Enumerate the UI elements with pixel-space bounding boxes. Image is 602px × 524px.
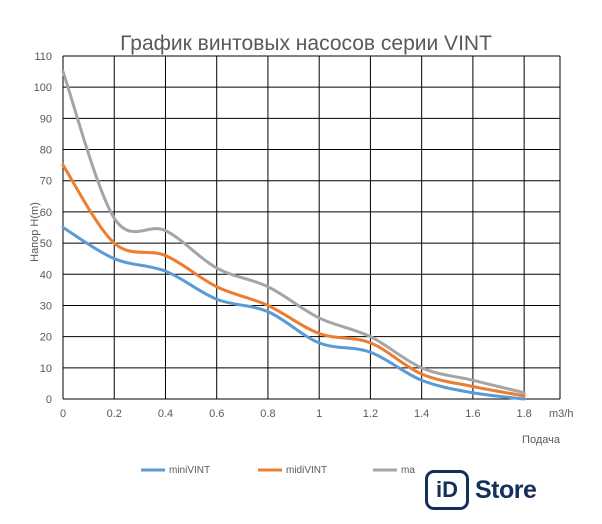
y-tick-label: 100: [34, 82, 52, 94]
x-tick-label: 0.6: [209, 408, 224, 420]
y-tick-label: 70: [40, 176, 52, 188]
y-tick-label: 80: [40, 145, 52, 157]
y-tick-label: 10: [40, 363, 52, 375]
x-tick-label: 1.6: [465, 408, 480, 420]
series-line-midiVINT: [61, 163, 526, 398]
logo-box: iD: [425, 470, 469, 510]
x-tick-label: 1.2: [363, 408, 378, 420]
y-tick-label: 90: [40, 113, 52, 125]
x-axis-label: Подача: [522, 434, 561, 446]
y-tick-label: 40: [40, 269, 52, 281]
y-tick-label: 20: [40, 332, 52, 344]
x-axis-ticks: 0 0.2 0.4 0.6 0.8 1 1.2 1.4 1.6 1.8: [60, 408, 532, 420]
x-tick-label: 0.4: [158, 408, 173, 420]
logo-word: Store: [475, 475, 537, 504]
chart-title: График винтовых насосов серии VINT: [120, 32, 492, 55]
x-tick-label: 1.8: [516, 408, 531, 420]
chart-legend: miniVINT midiVINT ma: [141, 465, 415, 476]
series-line-miniVINT: [61, 226, 526, 401]
x-tick-label: 0.2: [107, 408, 122, 420]
legend-label: midiVINT: [286, 465, 327, 476]
y-axis-ticks: 0 10 20 30 40 50 60 70 80 90 100 110: [34, 51, 52, 406]
y-tick-label: 50: [40, 238, 52, 250]
chart-series: [61, 70, 526, 401]
legend-label: ma: [401, 465, 415, 476]
x-tick-label: 0.8: [260, 408, 275, 420]
y-tick-label: 60: [40, 207, 52, 219]
y-tick-label: 0: [46, 394, 52, 406]
x-tick-label: 1: [316, 408, 322, 420]
legend-label: miniVINT: [169, 465, 210, 476]
y-tick-label: 110: [34, 51, 52, 63]
x-tick-label: 0: [60, 408, 66, 420]
y-tick-label: 30: [40, 300, 52, 312]
chart-grid: [62, 55, 561, 400]
x-unit-label: m3/h: [549, 408, 573, 420]
x-tick-label: 1.4: [414, 408, 429, 420]
idstore-logo: iD Store: [425, 470, 537, 510]
y-axis-label: Напор H(m): [29, 202, 41, 262]
series-line-maxiVINT: [61, 70, 526, 395]
